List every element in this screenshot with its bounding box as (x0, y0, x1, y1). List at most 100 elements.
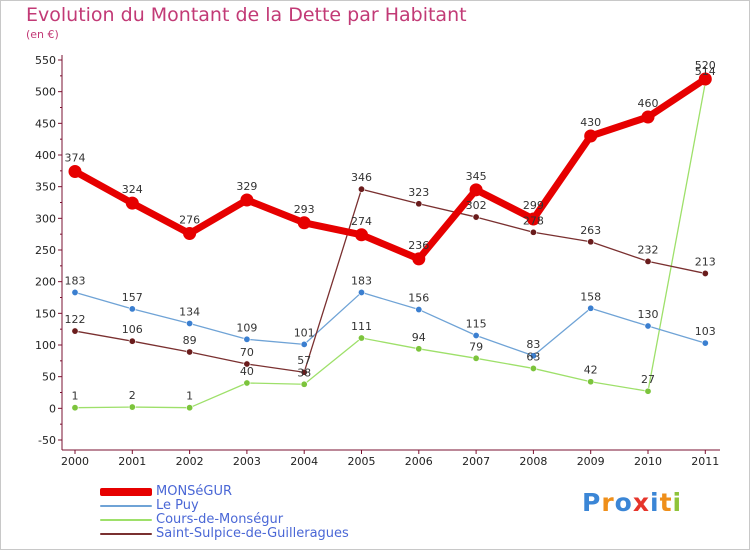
data-point (357, 288, 365, 296)
data-label: 293 (294, 203, 315, 216)
data-point (243, 335, 251, 343)
logo-letter: o (614, 488, 633, 517)
data-point (186, 319, 194, 327)
legend-item: MONSéGUR (100, 485, 349, 499)
data-point (297, 216, 311, 230)
data-label: 70 (240, 346, 254, 359)
x-tick-label: 2001 (118, 455, 146, 468)
y-tick-label: 50 (42, 371, 56, 384)
data-label: 27 (641, 373, 655, 386)
legend-label: Le Puy (156, 498, 199, 513)
y-tick-label: 350 (35, 181, 56, 194)
y-tick-label: 450 (35, 117, 56, 130)
data-label: 183 (65, 274, 86, 287)
x-tick-label: 2003 (233, 455, 261, 468)
x-tick-label: 2006 (405, 455, 433, 468)
data-label: 276 (179, 214, 200, 227)
series-layer (68, 72, 712, 412)
x-tick-label: 2010 (634, 455, 662, 468)
data-label: 460 (638, 97, 659, 110)
data-label: 278 (523, 214, 544, 227)
data-point (300, 380, 308, 388)
data-point (300, 340, 308, 348)
series-line-0 (71, 75, 709, 263)
x-tick-label: 2005 (348, 455, 376, 468)
data-label: 514 (695, 65, 716, 78)
data-label: 94 (412, 331, 426, 344)
logo-letter: x (632, 488, 650, 517)
data-label: 57 (297, 354, 311, 367)
data-point (128, 403, 136, 411)
logo-letter: i (650, 488, 660, 517)
x-tick-label: 2008 (519, 455, 547, 468)
logo-letter: P (582, 488, 602, 517)
data-point (701, 339, 709, 347)
data-label: 130 (638, 308, 659, 321)
data-label: 213 (695, 255, 716, 268)
data-point (698, 72, 712, 86)
data-label: 106 (122, 323, 143, 336)
data-point (300, 368, 308, 376)
data-point (183, 227, 197, 241)
data-point (186, 348, 194, 356)
legend-label: Saint-Sulpice-de-Guilleragues (156, 526, 349, 541)
data-label: 122 (65, 313, 86, 326)
legend-swatch (100, 518, 152, 521)
data-label: 183 (351, 274, 372, 287)
y-tick-label: 150 (35, 307, 56, 320)
legend-swatch (100, 532, 152, 535)
data-point (240, 193, 254, 207)
data-point (472, 331, 480, 339)
data-point (587, 238, 595, 246)
data-point (472, 213, 480, 221)
data-point (701, 269, 709, 277)
series-line-2 (74, 82, 706, 409)
data-point (71, 404, 79, 412)
data-point (357, 334, 365, 342)
data-point (357, 185, 365, 193)
axes: -50 0 50 100 150 200 250 300 350 400 450 500 550 2000… (35, 54, 720, 468)
y-tick-label: 250 (35, 244, 56, 257)
data-point (243, 379, 251, 387)
data-point (529, 228, 537, 236)
data-point (71, 288, 79, 296)
data-label: 40 (240, 365, 254, 378)
data-label: 374 (65, 151, 86, 164)
data-label: 156 (408, 292, 429, 305)
x-tick-label: 2002 (176, 455, 204, 468)
data-point (71, 327, 79, 335)
chart-title: Evolution du Montant de la Dette par Hab… (26, 4, 467, 26)
data-point (587, 378, 595, 386)
data-label: 134 (179, 305, 200, 318)
data-point (415, 345, 423, 353)
x-tick-label: 2009 (577, 455, 605, 468)
data-point (355, 228, 368, 242)
data-point (644, 322, 652, 330)
data-label: 324 (122, 183, 143, 196)
y-tick-label: -50 (38, 434, 56, 447)
data-label: 158 (580, 290, 601, 303)
y-tick-label: 500 (35, 86, 56, 99)
data-point (125, 196, 139, 210)
data-point (644, 387, 652, 395)
data-point (644, 257, 652, 265)
x-tick-label: 2011 (691, 455, 719, 468)
data-label: 430 (580, 116, 601, 129)
data-label: 42 (584, 364, 598, 377)
data-point (243, 360, 251, 368)
data-point (529, 352, 537, 360)
legend: MONSéGUR Le Puy Cours-de-Monségur Saint-Sul… (100, 485, 349, 541)
y-tick-label: 200 (35, 276, 56, 289)
data-point (415, 200, 423, 208)
data-point (584, 129, 598, 143)
data-label: 520 (695, 59, 716, 72)
data-label: 236 (408, 239, 429, 252)
proxiti-logo: Proxiti (582, 488, 682, 517)
data-label: 89 (183, 334, 197, 347)
logo-letter: i (672, 488, 683, 517)
data-point (186, 404, 194, 412)
legend-swatch (100, 487, 152, 496)
x-tick-label: 2007 (462, 455, 490, 468)
